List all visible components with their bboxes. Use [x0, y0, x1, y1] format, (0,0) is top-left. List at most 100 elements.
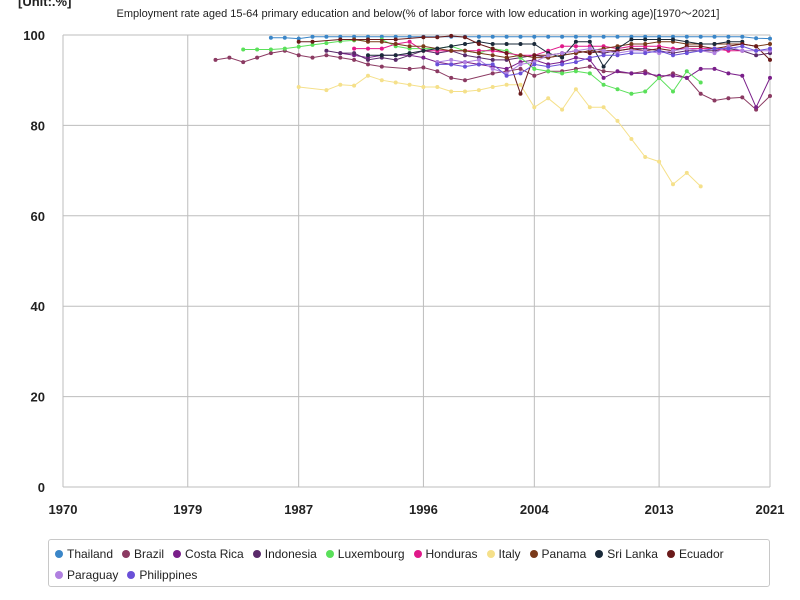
data-point — [268, 51, 273, 56]
data-point — [296, 39, 301, 44]
data-point — [310, 42, 315, 47]
data-point — [324, 48, 329, 53]
data-point — [435, 62, 440, 67]
legend-item[interactable]: Honduras — [413, 544, 478, 565]
legend-item[interactable]: Luxembourg — [325, 544, 405, 565]
data-point — [282, 35, 287, 40]
data-point — [726, 71, 731, 76]
x-tick-label: 1970 — [49, 502, 78, 517]
data-point — [712, 51, 717, 56]
data-point — [768, 57, 772, 62]
data-point — [352, 83, 357, 88]
legend-label: Sri Lanka — [607, 547, 658, 561]
data-point — [698, 44, 703, 49]
data-point — [615, 69, 620, 74]
data-point — [338, 37, 343, 42]
data-point — [532, 34, 537, 39]
axis-tick-labels: 1970 1979 1987 1996 2004 2013 2021 0 20 40 60 80 100 — [23, 28, 784, 517]
data-point — [740, 73, 745, 78]
data-point — [504, 34, 509, 39]
data-point — [754, 105, 759, 110]
data-point — [546, 53, 551, 58]
series-philippines — [435, 44, 772, 78]
data-point — [601, 82, 606, 87]
legend-item[interactable]: Indonesia — [252, 544, 317, 565]
data-point — [573, 48, 578, 53]
legend-item[interactable]: Brazil — [122, 544, 164, 565]
data-point — [310, 55, 315, 60]
legend: Thailand Brazil Costa Rica Indonesia Luxembo… — [48, 539, 770, 587]
data-point — [671, 89, 675, 94]
data-point — [366, 62, 370, 67]
series-lines — [213, 33, 772, 189]
legend-item[interactable]: Sri Lanka — [595, 544, 658, 565]
legend-label: Paraguay — [67, 568, 119, 582]
data-point — [712, 46, 717, 51]
data-point — [615, 87, 620, 92]
x-tick-label: 1979 — [173, 502, 202, 517]
data-point — [338, 51, 343, 56]
data-point — [407, 51, 412, 56]
legend-item[interactable]: Costa Rica — [173, 544, 244, 565]
data-point — [698, 34, 703, 39]
data-point — [463, 89, 467, 94]
data-point — [338, 82, 343, 87]
data-point — [407, 34, 412, 39]
data-point — [518, 71, 523, 76]
x-tick-label: 1996 — [409, 502, 438, 517]
data-point — [684, 51, 689, 56]
data-point — [657, 75, 662, 80]
legend-label: Panama — [541, 547, 587, 561]
y-tick-label: 40 — [31, 299, 45, 314]
legend-item[interactable]: Italy — [486, 544, 521, 565]
data-point — [629, 37, 634, 42]
legend-item[interactable]: Philippines — [127, 565, 197, 586]
series-sri-lanka — [366, 37, 745, 69]
legend-label: Honduras — [425, 547, 478, 561]
data-point — [657, 48, 662, 53]
data-point — [615, 118, 620, 123]
data-point — [366, 57, 370, 62]
legend-item[interactable]: Ecuador — [666, 544, 724, 565]
data-point — [393, 37, 398, 42]
data-point — [476, 34, 481, 39]
legend-swatch — [325, 550, 334, 558]
data-point — [712, 98, 717, 103]
data-point — [546, 96, 551, 101]
data-point — [379, 53, 384, 58]
data-point — [435, 85, 440, 89]
data-point — [698, 91, 703, 96]
legend-item[interactable]: Thailand — [55, 544, 113, 565]
data-point — [421, 35, 426, 40]
data-point — [476, 88, 481, 93]
data-point — [296, 53, 301, 58]
data-point — [601, 69, 606, 74]
data-point — [490, 34, 495, 39]
data-point — [560, 62, 565, 67]
legend-swatch — [595, 550, 604, 558]
legend-item[interactable]: Panama — [529, 544, 587, 565]
data-point — [518, 34, 523, 39]
data-point — [684, 46, 689, 51]
data-point — [601, 64, 606, 69]
data-point — [490, 71, 495, 76]
data-point — [754, 53, 759, 58]
legend-swatch — [252, 550, 261, 558]
data-point — [476, 62, 481, 67]
data-point — [379, 64, 384, 69]
legend-label: Philippines — [139, 568, 198, 582]
data-point — [490, 46, 495, 51]
data-point — [532, 105, 537, 110]
data-point — [449, 57, 454, 62]
data-point — [463, 53, 467, 58]
data-point — [768, 75, 772, 80]
series-italy — [296, 73, 703, 189]
data-point — [282, 46, 287, 51]
data-point — [754, 44, 759, 49]
data-point — [684, 170, 689, 175]
data-point — [587, 55, 592, 60]
chart-title: Employment rate aged 15-64 primary educa… — [117, 8, 720, 20]
data-point — [726, 46, 731, 51]
data-point — [601, 34, 606, 39]
legend-item[interactable]: Paraguay — [55, 565, 118, 586]
